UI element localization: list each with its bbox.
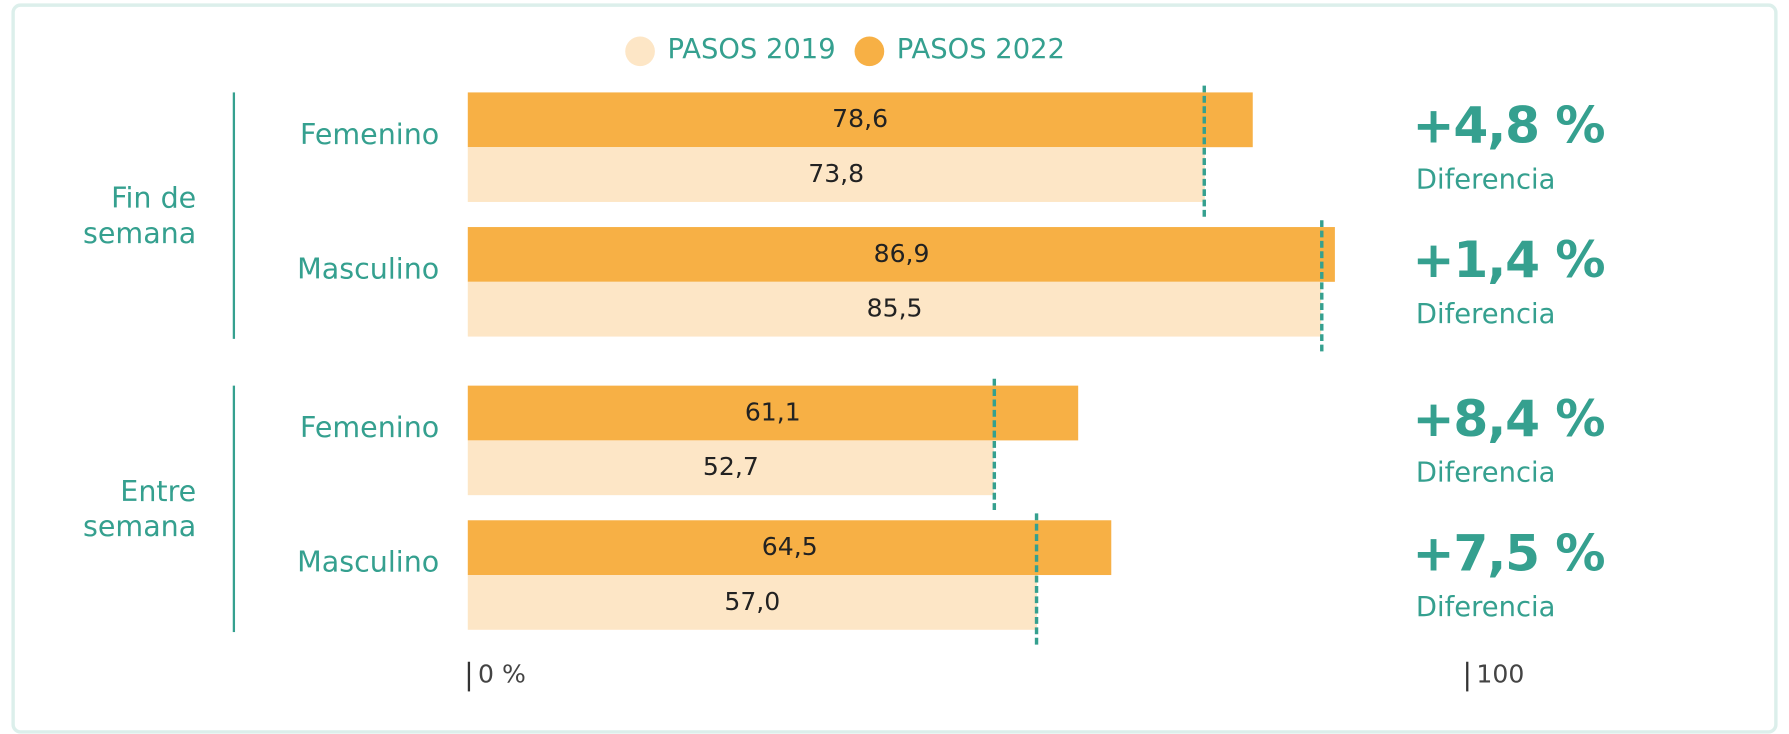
reference-line [1202, 85, 1207, 217]
category-label: Femenino [299, 117, 440, 151]
x-tick [467, 661, 471, 692]
bar [467, 227, 1336, 282]
difference-caption: Diferencia [1415, 456, 1556, 489]
group-label: Fin de semana [83, 181, 197, 250]
legend-label: PASOS 2022 [896, 33, 1065, 66]
value-label: 57,0 [724, 588, 781, 617]
bar [467, 385, 1078, 441]
value-label: 64,5 [761, 533, 818, 562]
difference-label: +1,4 % [1412, 231, 1605, 290]
bar [467, 575, 1037, 630]
bar [467, 92, 1253, 148]
difference-label: +4,8 % [1412, 96, 1605, 156]
value-label: 85,5 [866, 294, 923, 324]
bar [467, 440, 994, 496]
chart: PASOS 2019 PASOS 2022 Fin de semana Entre s… [11, 3, 1778, 734]
category-label: Masculino [297, 545, 440, 579]
bar [467, 281, 1322, 337]
group-bracket [232, 92, 236, 339]
bar [467, 520, 1112, 576]
difference-caption: Diferencia [1415, 163, 1556, 196]
group-bracket [232, 385, 236, 633]
value-label: 86,9 [873, 240, 930, 269]
value-label: 52,7 [702, 453, 759, 483]
difference-label: +8,4 % [1412, 390, 1605, 449]
value-label: 73,8 [808, 160, 865, 189]
x-tick-label: 100 [1476, 660, 1525, 690]
legend-swatch [854, 36, 885, 67]
reference-line [1035, 513, 1039, 645]
difference-caption: Diferencia [1415, 591, 1556, 623]
category-label: Femenino [299, 410, 440, 444]
bar [467, 147, 1205, 202]
difference-caption: Diferencia [1415, 297, 1556, 330]
reference-line [992, 378, 996, 511]
legend-label: PASOS 2019 [667, 33, 836, 66]
value-label: 78,6 [832, 105, 889, 135]
group-label: Entre semana [83, 474, 197, 544]
legend-swatch [625, 36, 655, 67]
page: PASOS 2019 PASOS 2022 Fin de semana Entre s… [11, 3, 1778, 734]
x-tick-label: 0 % [478, 660, 526, 690]
difference-label: +7,5 % [1412, 524, 1605, 584]
reference-line [1319, 220, 1324, 352]
value-label: 61,1 [744, 398, 801, 428]
category-label: Masculino [297, 252, 440, 286]
x-tick [1466, 661, 1469, 692]
